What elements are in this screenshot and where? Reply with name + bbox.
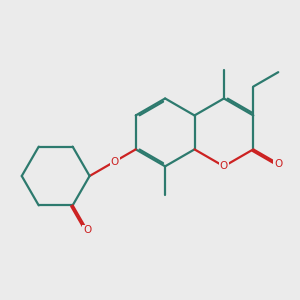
Text: O: O — [220, 161, 228, 171]
Text: O: O — [110, 157, 119, 166]
Text: O: O — [274, 159, 282, 169]
Text: O: O — [83, 225, 91, 236]
